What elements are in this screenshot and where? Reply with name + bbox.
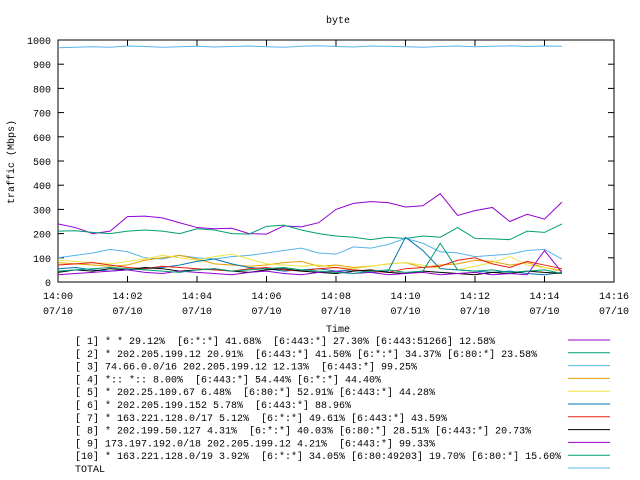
legend-label: [ 3] 74.66.0.0/16 202.205.199.12 12.13% … xyxy=(75,362,417,374)
x-tick-label: 14:14 07/10 xyxy=(529,292,559,318)
legend-label: [ 1] * * 29.12% [6:*:*] 41.68% [6:443:*]… xyxy=(75,336,495,348)
series-line xyxy=(57,192,563,235)
series-line xyxy=(57,45,562,49)
legend-label: [ 6] * 202.205.199.152 5.78% [6:443:*] 8… xyxy=(75,400,351,412)
y-tick-label: 100 xyxy=(33,255,51,266)
series-line xyxy=(57,223,563,241)
series-line xyxy=(57,253,562,271)
series-line xyxy=(57,257,562,273)
chart-title: byte xyxy=(326,15,350,27)
series-line xyxy=(57,266,562,276)
y-tick-label: 200 xyxy=(33,231,51,242)
y-tick-label: 500 xyxy=(33,158,51,169)
legend-label: [ 9] 173.197.192.0/18 202.205.199.12 4.2… xyxy=(75,438,435,450)
legend-label: [10] * 163.221.128.0/19 3.92% [6:*:*] 34… xyxy=(75,451,561,463)
series-line xyxy=(57,249,563,276)
y-tick-label: 400 xyxy=(33,182,51,193)
legend-label: TOTAL xyxy=(75,465,105,476)
series-line xyxy=(57,254,562,272)
x-tick-label: 14:04 07/10 xyxy=(182,292,212,318)
series-line xyxy=(57,237,563,260)
legend-label: [ 2] * 202.205.199.12 20.91% [6:443:*] 4… xyxy=(75,349,537,361)
y-tick-label: 700 xyxy=(33,110,51,121)
x-tick-label: 14:00 07/10 xyxy=(43,292,73,318)
x-tick-label: 14:16 07/10 xyxy=(599,292,629,318)
y-tick-label: 1000 xyxy=(27,37,51,48)
x-tick-label: 14:12 07/10 xyxy=(460,292,490,318)
x-tick-label: 14:10 07/10 xyxy=(390,292,420,318)
y-tick-label: 600 xyxy=(33,134,51,145)
x-tick-label: 14:02 07/10 xyxy=(112,292,142,318)
series-line xyxy=(57,242,562,275)
y-tick-label: 900 xyxy=(33,61,51,72)
y-tick-label: 300 xyxy=(33,206,51,217)
x-tick-label: 14:08 07/10 xyxy=(321,292,351,318)
x-axis-label: Time xyxy=(326,324,350,336)
y-tick-label: 0 xyxy=(45,279,51,290)
legend-label: [ 4] *:: *:: 8.00% [6:443:*] 54.44% [6:*… xyxy=(75,374,381,386)
legend-label: [ 8] * 202.199.50.127 4.31% [6:*:*] 40.0… xyxy=(75,426,531,438)
legend-label: [ 7] * 163.221.128.0/17 5.12% [6:*:*] 49… xyxy=(75,413,447,425)
legend-label: [ 5] * 202.25.109.67 6.48% [6:80:*] 52.9… xyxy=(75,387,435,399)
y-axis-label: traffic (Mbps) xyxy=(6,120,18,204)
x-tick-label: 14:06 07/10 xyxy=(251,292,281,318)
y-tick-label: 800 xyxy=(33,85,51,96)
